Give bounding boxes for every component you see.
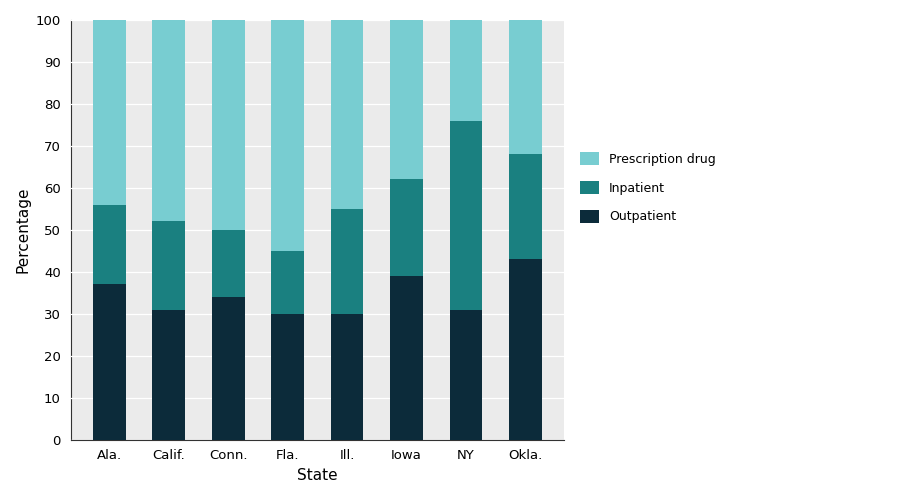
- Bar: [391, 276, 423, 440]
- Bar: [93, 205, 126, 284]
- Bar: [509, 154, 542, 259]
- Bar: [93, 284, 126, 440]
- Bar: [391, 179, 423, 276]
- Bar: [152, 20, 185, 222]
- Bar: [331, 20, 364, 209]
- X-axis label: State: State: [297, 468, 338, 483]
- Y-axis label: Percentage: Percentage: [15, 187, 30, 273]
- Bar: [271, 20, 304, 251]
- Legend: Prescription drug, Inpatient, Outpatient: Prescription drug, Inpatient, Outpatient: [575, 147, 721, 228]
- Bar: [93, 20, 126, 205]
- Bar: [391, 20, 423, 179]
- Bar: [331, 209, 364, 314]
- Bar: [450, 20, 482, 121]
- Bar: [212, 297, 245, 440]
- Bar: [450, 310, 482, 440]
- Bar: [331, 314, 364, 440]
- Bar: [271, 251, 304, 314]
- Bar: [271, 314, 304, 440]
- Bar: [509, 259, 542, 440]
- Bar: [152, 310, 185, 440]
- Bar: [212, 20, 245, 230]
- Bar: [212, 230, 245, 297]
- Bar: [509, 20, 542, 154]
- Bar: [152, 222, 185, 310]
- Bar: [450, 121, 482, 310]
